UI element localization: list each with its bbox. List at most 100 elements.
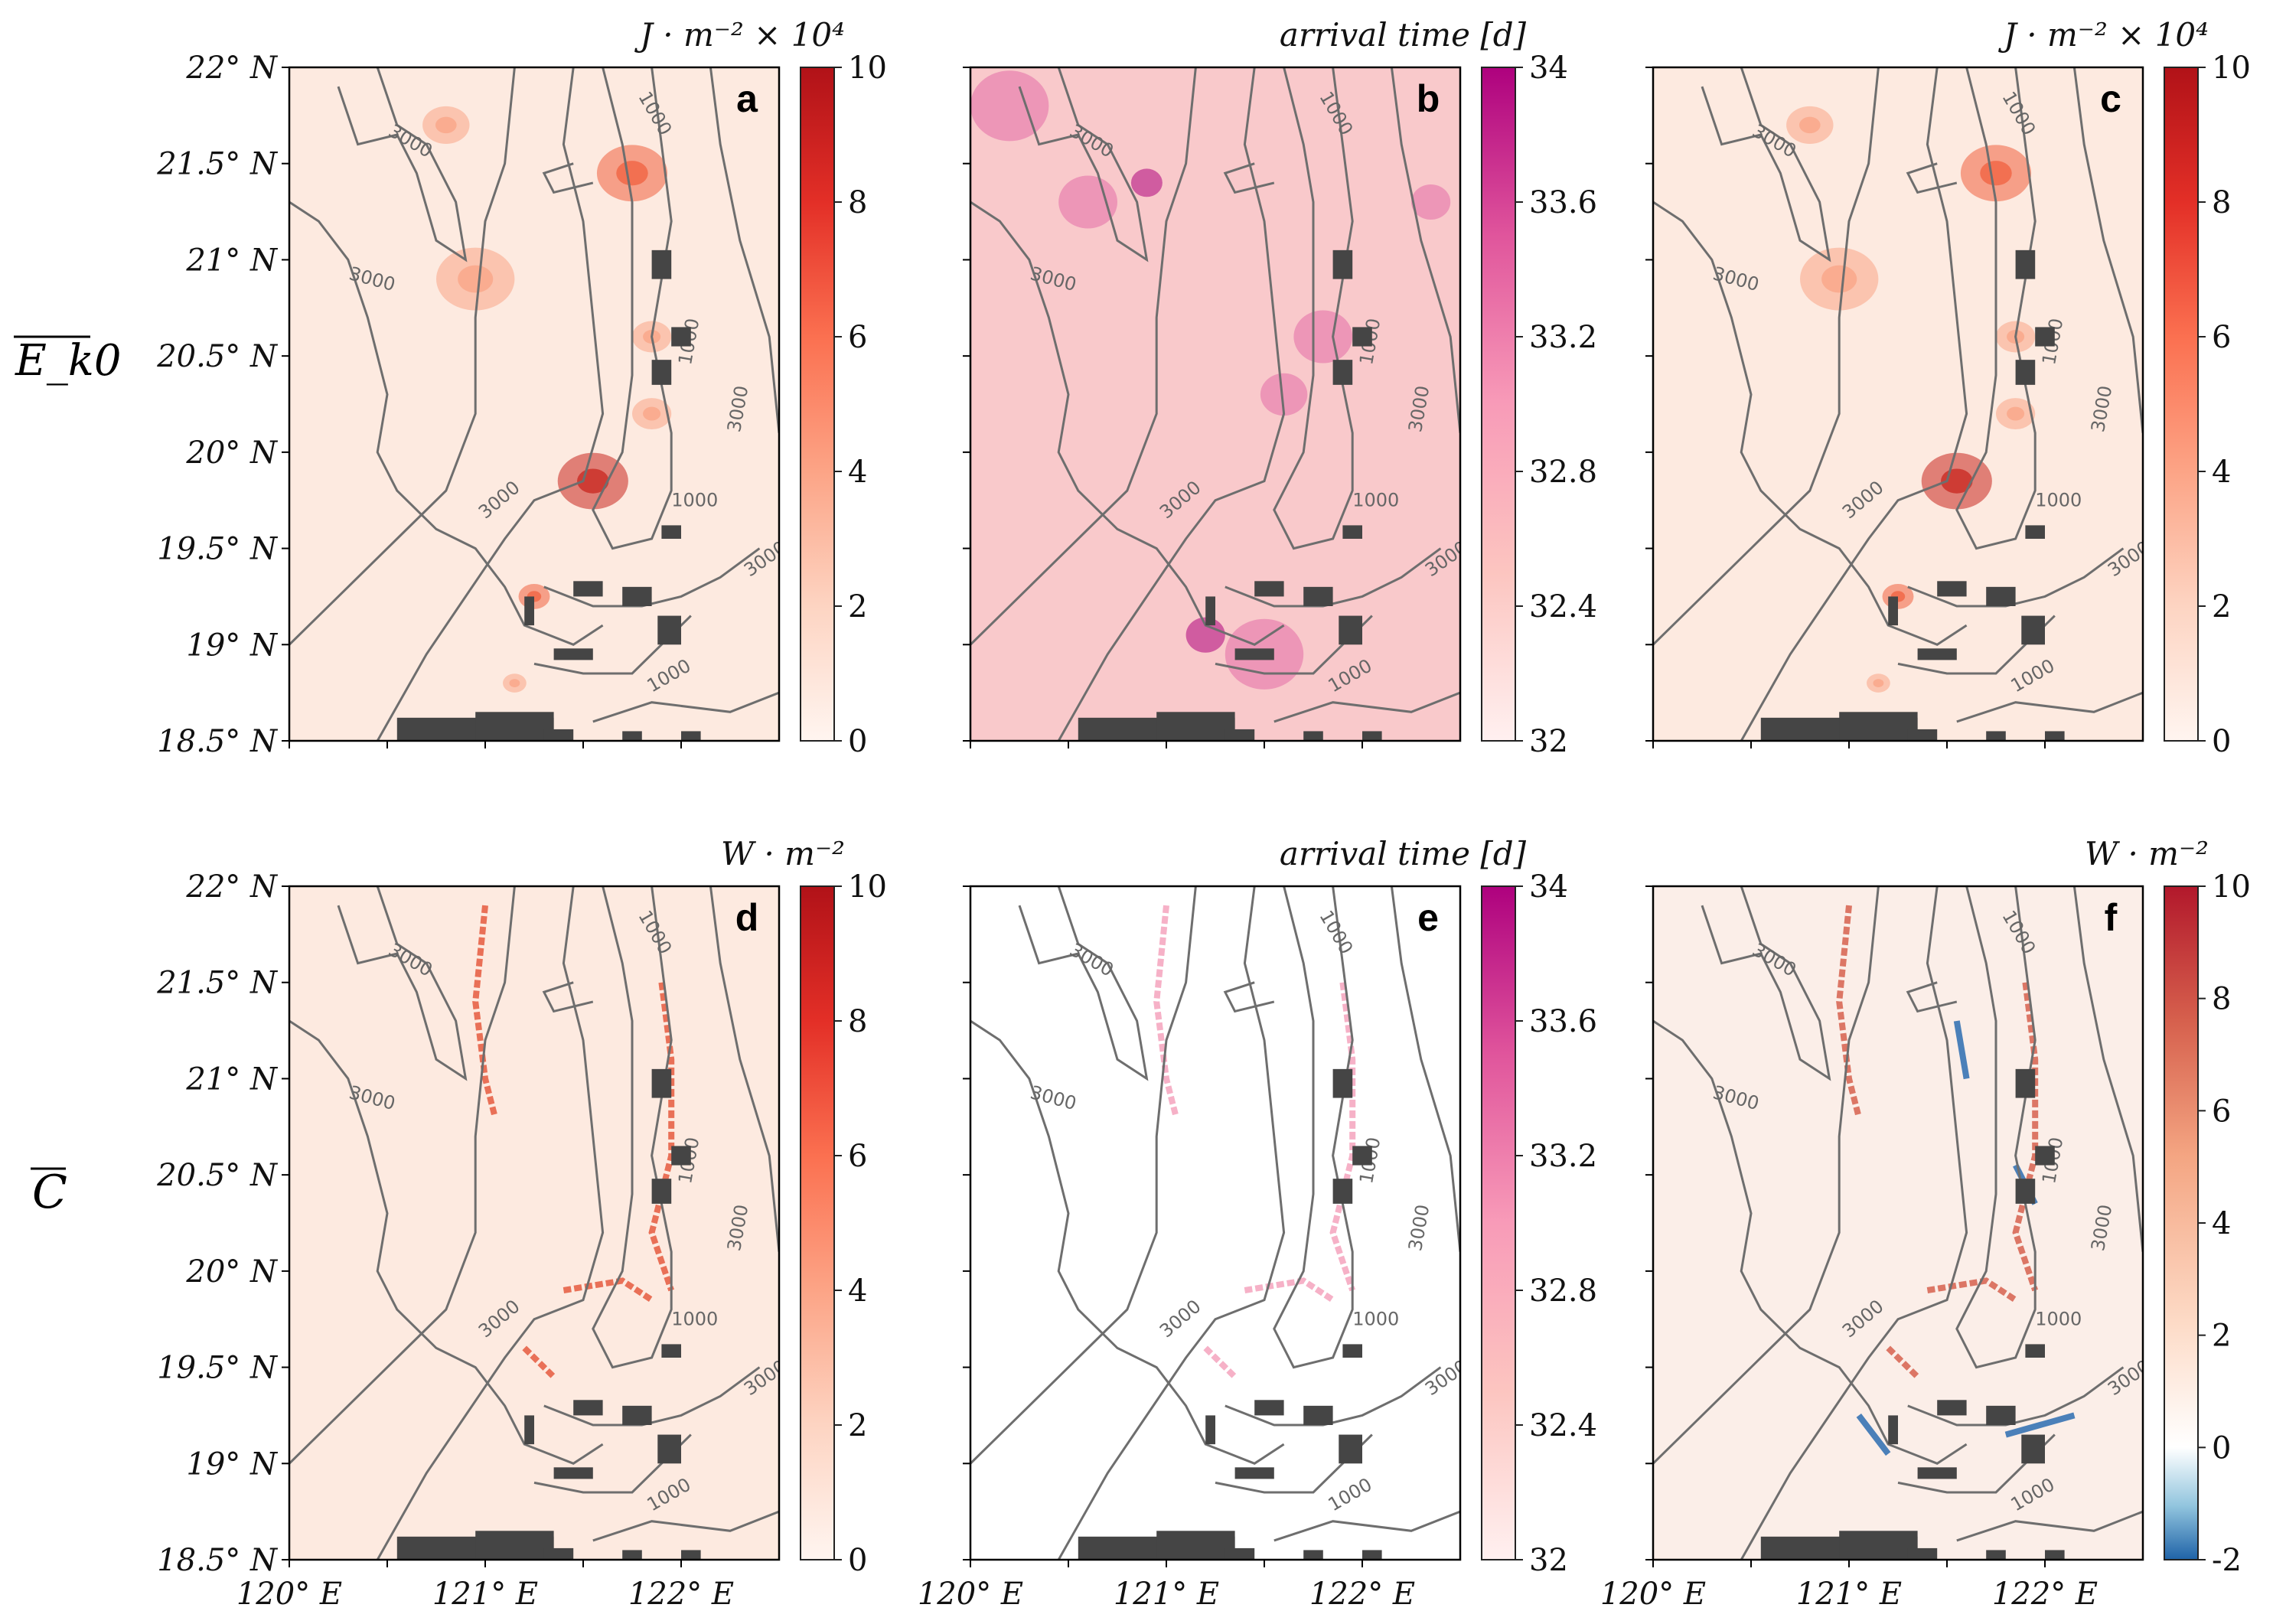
land-mask bbox=[2035, 1146, 2055, 1166]
land-mask bbox=[1332, 1068, 1353, 1098]
land-mask bbox=[2015, 360, 2036, 385]
panel-b: 100030003000100030003000100030001000b323… bbox=[963, 16, 1597, 759]
energy-hotspot-core bbox=[458, 265, 494, 293]
bathymetry-contour bbox=[709, 67, 779, 433]
conversion-ridge bbox=[1244, 1277, 1335, 1303]
land-mask bbox=[2025, 1344, 2045, 1358]
map-area: 100030003000100030003000100030001000 bbox=[289, 67, 779, 741]
colorbar-tick-label: 8 bbox=[848, 185, 867, 220]
bathymetry-contour bbox=[289, 886, 516, 1465]
colorbar-tick-label: 4 bbox=[848, 455, 867, 490]
bathymetry-contour bbox=[1223, 981, 1275, 1013]
conversion-ridge bbox=[1329, 982, 1356, 1292]
bathymetry-contour bbox=[542, 981, 594, 1013]
colorbar-tick-label: 33.2 bbox=[1529, 1139, 1597, 1174]
colorbar-tick-label: 32.4 bbox=[1529, 1408, 1597, 1443]
land-mask bbox=[651, 360, 672, 385]
land-mask bbox=[1352, 327, 1372, 347]
colorbar-gradient bbox=[2164, 67, 2199, 742]
bathymetry-contour bbox=[1956, 1510, 2143, 1542]
colorbar-gradient bbox=[800, 885, 835, 1560]
colorbar-tick-label: 33.6 bbox=[1529, 1004, 1597, 1039]
panel-letter: c bbox=[2100, 77, 2121, 120]
row-label-c: C bbox=[31, 1166, 67, 1219]
bathymetry-contour bbox=[1956, 691, 2143, 723]
colorbar-tick-label: 2 bbox=[2212, 1319, 2231, 1354]
y-tick-label: 19° N bbox=[186, 628, 279, 663]
colorbar-unit: J · m⁻² × 10⁴ bbox=[634, 16, 845, 54]
land-mask bbox=[1888, 596, 1898, 626]
contour-label: 1000 bbox=[2035, 1308, 2082, 1329]
map-area: 100030003000100030003000100030001000 bbox=[289, 886, 779, 1560]
colorbar-tick-label: 8 bbox=[2212, 982, 2231, 1017]
energy-hotspot-core bbox=[643, 406, 661, 421]
land-mask bbox=[1339, 615, 1362, 645]
bathymetry-contour bbox=[337, 67, 468, 263]
land-mask bbox=[1907, 1547, 1938, 1560]
land-mask bbox=[1234, 648, 1274, 660]
bathymetry-contour bbox=[1225, 1366, 1442, 1427]
bathymetry-contour bbox=[1390, 886, 1460, 1252]
colorbar-tick-label: 34 bbox=[1529, 869, 1568, 905]
panel-letter: a bbox=[736, 77, 758, 120]
map-background bbox=[1653, 886, 2143, 1560]
colorbar-tick-label: 0 bbox=[2212, 724, 2231, 759]
land-mask bbox=[1986, 1550, 2006, 1560]
panels: 100030003000100030003000100030001000a22°… bbox=[156, 16, 2251, 1612]
land-mask bbox=[1362, 1550, 1382, 1560]
conversion-ridge bbox=[2012, 982, 2039, 1292]
axes-frame bbox=[288, 66, 781, 742]
bathymetry-contour bbox=[1740, 886, 1968, 1560]
energy-hotspot-core bbox=[435, 116, 457, 134]
colorbar-unit: J · m⁻² × 10⁴ bbox=[1997, 16, 2209, 54]
land-mask bbox=[622, 731, 642, 741]
bathymetry-contour bbox=[543, 1366, 761, 1427]
land-mask bbox=[1839, 712, 1918, 741]
colorbar-tick-label: 2 bbox=[848, 1408, 867, 1443]
land-mask bbox=[671, 1146, 691, 1166]
conversion-ridge bbox=[1153, 905, 1179, 1118]
x-tick-label: 122° E bbox=[1992, 1577, 2098, 1612]
bathymetry-contour bbox=[970, 201, 1285, 646]
colorbar-unit: arrival time [d] bbox=[1280, 16, 1527, 54]
panel-f: 100030003000100030003000100030001000f 120… bbox=[1600, 835, 2251, 1612]
land-mask bbox=[651, 249, 672, 279]
land-mask bbox=[1986, 731, 2006, 741]
row-label-ek0: E_k0 bbox=[14, 335, 121, 386]
arrival-anomaly bbox=[1130, 168, 1163, 197]
land-mask bbox=[1156, 1531, 1235, 1560]
bathymetry-contour bbox=[1907, 547, 2125, 608]
energy-hotspot-core bbox=[509, 679, 520, 687]
y-tick-label: 18.5° N bbox=[157, 1543, 279, 1578]
bathymetry-contour bbox=[592, 67, 673, 550]
colorbar-tick-label: 34 bbox=[1529, 51, 1568, 86]
land-mask bbox=[1156, 712, 1235, 741]
x-tick-label: 122° E bbox=[628, 1577, 734, 1612]
y-tick-label: 19.5° N bbox=[157, 532, 279, 567]
y-tick-label: 21.5° N bbox=[156, 966, 279, 1001]
land-mask bbox=[1917, 648, 1957, 660]
bathymetry-contour bbox=[970, 67, 1197, 646]
land-mask bbox=[1303, 586, 1333, 606]
land-mask bbox=[2015, 1068, 2036, 1098]
y-tick-label: 21° N bbox=[185, 1061, 279, 1097]
colorbar-tick-label: 32 bbox=[1529, 724, 1568, 759]
colorbar-tick-label: 2 bbox=[848, 589, 867, 624]
bathymetry-contour bbox=[337, 886, 468, 1081]
bathymetry-contour bbox=[1653, 886, 1880, 1465]
negative-conversion bbox=[1856, 1413, 1891, 1456]
land-mask bbox=[1225, 1547, 1255, 1560]
colorbar-gradient bbox=[1481, 67, 1516, 742]
map-background bbox=[289, 67, 779, 741]
bathymetry-contour bbox=[1273, 886, 1354, 1369]
bathymetry-contour bbox=[1701, 886, 1831, 1081]
bathymetry-contour bbox=[376, 67, 605, 741]
axes-frame bbox=[1652, 66, 2144, 742]
land-mask bbox=[1839, 1531, 1918, 1560]
bathymetry-contour bbox=[1907, 1366, 2125, 1427]
energy-hotspot-core bbox=[1821, 265, 1857, 293]
land-mask bbox=[553, 648, 593, 660]
colorbar-tick-label: 0 bbox=[848, 1543, 867, 1578]
y-tick-label: 18.5° N bbox=[157, 724, 279, 759]
colorbar-a: 0 2 4 6 8 10J · m⁻² × 10⁴ bbox=[634, 16, 887, 759]
